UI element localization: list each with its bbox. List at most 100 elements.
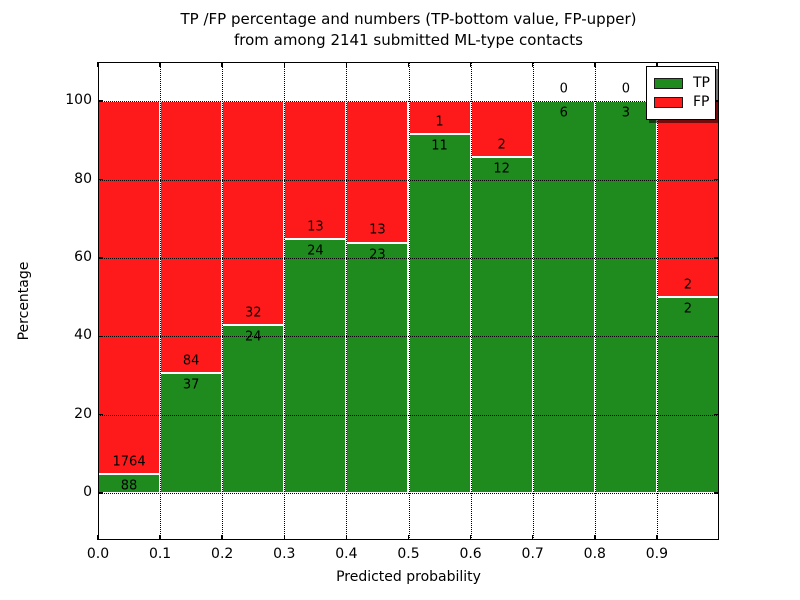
x-tick-mark [594,62,596,67]
y-tick-mark [714,335,719,337]
x-tick-mark [221,62,223,67]
bar-segment-fp [160,101,223,374]
bar-segment-fp [284,101,347,239]
gridline-vertical [346,62,348,540]
x-tick-mark [531,62,534,67]
y-tick-mark [714,100,719,102]
x-tick-label: 0.3 [273,546,296,562]
x-tick-mark [97,62,99,67]
chart-title-line2: from among 2141 submitted ML-type contac… [234,31,583,49]
bar-count-label-fp: 1 [435,114,444,130]
x-tick-label: 0.6 [459,546,482,562]
bar-count-label-tp: 24 [244,329,262,345]
gridline-vertical [470,62,472,540]
bar-segment-fp [346,101,409,243]
bar-count-label-tp: 11 [431,138,448,154]
y-tick-mark [714,257,719,259]
y-tick-mark [98,492,103,494]
bar-count-label-fp: 2 [497,137,506,153]
legend-label: FP [693,94,710,110]
bar-segment-fp [98,101,161,475]
legend-swatch-tp [654,77,683,89]
bar-count-label-tp: 3 [621,105,630,121]
bar-count-label-tp: 23 [369,247,386,263]
x-tick-mark [159,62,161,67]
x-tick-mark [345,62,348,67]
x-tick-mark [159,535,161,540]
bar-count-label-tp: 2 [683,301,693,317]
bar-segment-tp [470,157,533,493]
bar-count-label-fp: 13 [369,222,386,238]
bar-count-label-fp: 1764 [112,454,146,470]
bar-count-label-tp: 37 [182,377,200,393]
x-tick-label: 0.9 [645,546,669,562]
y-tick-label: 80 [74,170,92,187]
x-tick-mark [407,62,410,67]
bar-count-label-fp: 0 [621,81,630,97]
bar-segment-tp [284,238,347,493]
x-tick-label: 0.2 [211,546,234,562]
x-tick-mark [469,535,472,540]
x-tick-mark [345,535,348,540]
gridline-vertical [532,62,534,540]
bar-segment-tp [160,373,223,493]
bar-segment-tp [222,324,285,493]
bar-segment-tp [408,133,471,493]
bar-segment-tp [346,242,409,493]
gridline-vertical [98,62,99,540]
bar-count-label-fp: 2 [683,277,693,293]
bar-count-label-fp: 13 [307,219,324,235]
y-tick-mark [98,100,103,102]
x-tick-mark [656,535,658,540]
bar-segment-fp [222,101,285,325]
x-tick-mark [531,535,534,540]
bar-count-label-fp: 84 [182,353,200,369]
gridline-vertical [160,62,162,540]
y-tick-label: 100 [65,92,92,109]
bar-segment-tp [532,101,595,493]
y-tick-mark [714,178,719,181]
legend: TP FP [646,66,716,120]
y-tick-mark [98,335,103,337]
gridline-vertical [408,62,410,540]
x-tick-label: 0.7 [521,546,544,562]
x-tick-mark [221,535,223,540]
x-tick-mark [407,535,410,540]
y-tick-mark [98,257,103,259]
bar-segment-tp [594,101,657,493]
y-tick-mark [98,178,103,181]
bar-segment-fp [656,101,719,298]
x-tick-label: 0.8 [583,546,606,562]
chart-title-line1: TP /FP percentage and numbers (TP-bottom… [180,10,637,28]
bar-segment-tp [656,297,719,493]
bar-count-label-fp: 0 [559,81,568,97]
y-tick-mark [98,413,103,416]
gridline-vertical [284,62,286,540]
x-tick-mark [594,535,596,540]
y-tick-label: 0 [83,483,92,500]
bar-count-label-tp: 88 [120,478,138,494]
gridline-vertical [222,62,224,540]
x-tick-label: 0.5 [397,546,420,562]
y-tick-label: 20 [74,405,92,422]
x-tick-mark [283,62,286,67]
x-tick-mark [283,535,286,540]
bar-count-label-tp: 24 [307,243,324,259]
legend-entry-fp: FP [654,94,710,110]
x-tick-label: 0.1 [148,546,172,562]
x-tick-mark [97,535,99,540]
gridline-vertical [594,62,596,540]
bar-count-label-fp: 32 [244,305,262,321]
y-axis-title: Percentage [16,261,32,341]
gridline-vertical [656,62,658,540]
y-tick-label: 60 [74,248,92,265]
x-axis-title: Predicted probability [336,569,481,585]
x-tick-label: 0.0 [86,546,110,562]
legend-swatch-fp [654,96,683,108]
bar-count-label-tp: 12 [493,161,510,177]
y-tick-label: 40 [74,327,92,344]
chart-title: TP /FP percentage and numbers (TP-bottom… [98,9,719,51]
bar-count-label-tp: 6 [559,105,568,121]
y-tick-mark [714,413,719,416]
